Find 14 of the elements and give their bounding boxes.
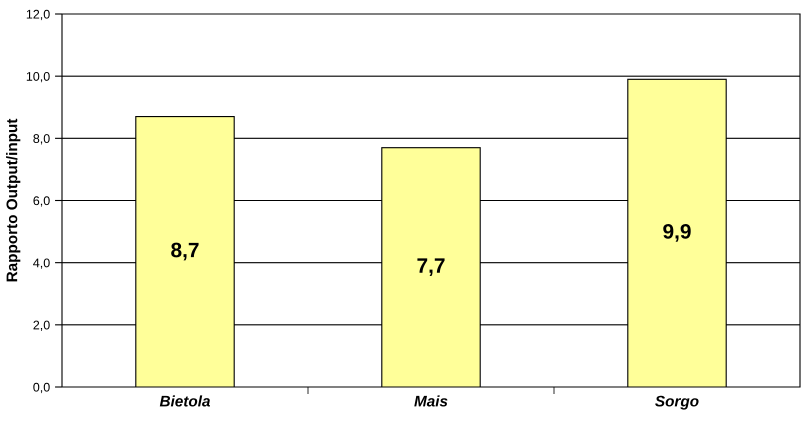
x-tick-label: Bietola — [160, 395, 210, 407]
x-tick-label: Sorgo — [655, 396, 699, 410]
data-label: 7,7 — [417, 258, 445, 276]
x-tick-label: Mais — [414, 395, 448, 407]
y-tick-label: 10,0 — [26, 72, 50, 82]
y-tick-label: 6,0 — [33, 196, 50, 207]
y-tick-label: 8,0 — [33, 134, 50, 144]
y-axis-title: Rapporto Output/input — [6, 118, 20, 282]
data-label: 9,9 — [663, 224, 691, 242]
y-tick-label: 0,0 — [33, 382, 50, 394]
y-tick-label: 2,0 — [33, 320, 50, 331]
y-tick-label: 12,0 — [26, 10, 50, 20]
y-tick-label: 4,0 — [33, 258, 50, 269]
data-label: 8,7 — [171, 242, 199, 260]
